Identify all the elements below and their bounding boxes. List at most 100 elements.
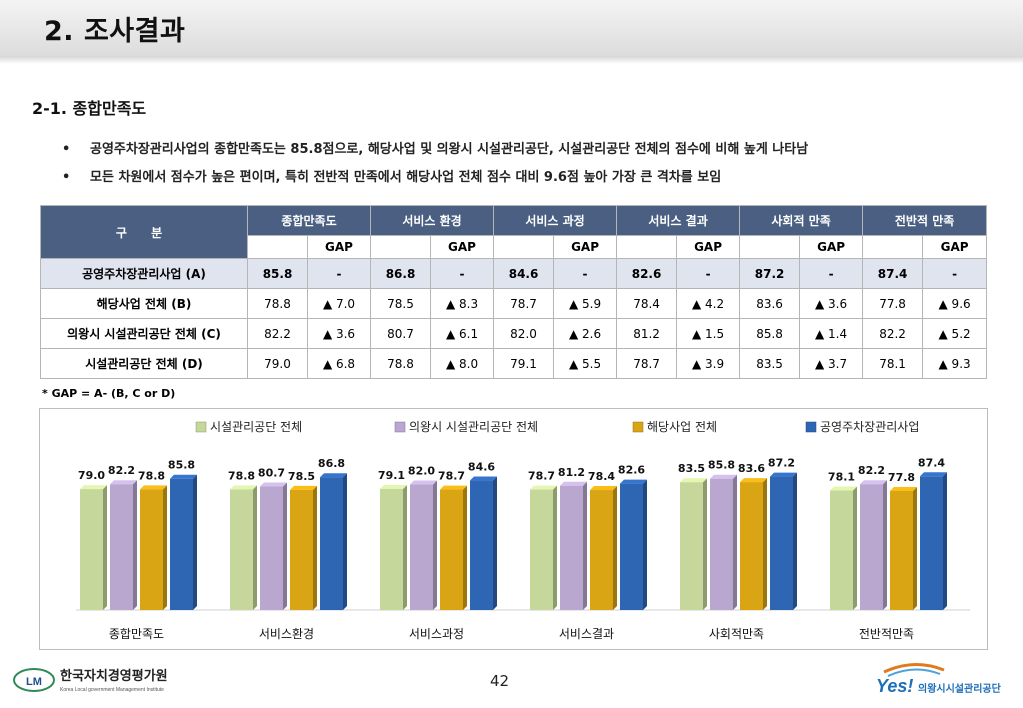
score-cell: 78.7 [493,288,555,319]
bar-top [620,479,647,484]
bar-top [830,486,857,491]
row-label: 공영주차장관리사업 (A) [40,258,248,289]
bar-top [440,485,467,490]
data-label: 87.4 [918,456,945,469]
data-label: 78.7 [438,470,465,483]
bar-top [470,476,497,481]
gap-cell: ▲ 3.6 [799,288,864,319]
gap-cell: ▲ 1.4 [799,318,864,349]
legend-swatch [805,421,817,433]
data-label: 82.2 [108,464,135,477]
bar [260,486,283,610]
data-label: 78.8 [138,469,165,482]
score-cell: 78.7 [616,348,678,379]
gap-cell: ▲ 6.8 [306,348,372,379]
gap-cell: ▲ 8.3 [430,288,495,319]
bar-side [733,474,737,610]
bar-top [740,478,767,483]
legend-label: 의왕시 시설관리공단 전체 [409,420,538,434]
bar-side [283,482,287,610]
score-subheader [247,235,308,259]
score-cell: 82.2 [862,318,924,349]
data-label: 83.6 [738,462,765,475]
page-title: 2. 조사결과 [44,16,186,47]
score-cell: 83.5 [739,348,801,379]
gap-subheader: GAP [799,235,864,259]
row-label: 시설관리공단 전체 (D) [40,348,248,379]
bar [590,490,613,610]
bar [560,485,583,610]
section-title: 2-1. 종합만족도 [32,99,147,118]
bar-top [110,480,137,485]
bar [410,484,433,610]
gap-cell: ▲ 3.9 [676,348,741,379]
bar [470,480,493,610]
legend-swatch [394,421,406,433]
bar-side [253,485,257,610]
bar [170,478,193,610]
score-cell: 78.4 [616,288,678,319]
bar-top [770,472,797,477]
bar [710,478,733,610]
score-subheader [616,235,678,259]
score-cell: 87.4 [862,258,924,289]
header-shadow [0,56,1023,64]
category-label: 종합만족도 [109,627,164,641]
bar-side [703,478,707,610]
bullet-item: 공영주차장관리사업의 종합만족도는 85.8점으로, 해당사업 및 의왕시 시설… [62,136,1002,164]
gap-cell: ▲ 2.6 [553,318,618,349]
bar-side [343,473,347,610]
data-label: 78.7 [528,470,555,483]
bar [320,477,343,610]
bar-side [313,485,317,610]
column-header: 서비스 환경 [370,205,495,236]
row-label: 해당사업 전체 (B) [40,288,248,319]
bar-side [553,485,557,610]
gap-subheader: GAP [553,235,618,259]
score-subheader [862,235,924,259]
data-label: 87.2 [768,457,795,470]
kilmi-logo: LM 한국자치경영평가원 Korea Local government Mana… [12,666,192,696]
gap-cell: - [306,258,372,289]
score-cell: 78.5 [370,288,432,319]
gap-cell: ▲ 9.6 [922,288,988,319]
table-row: 해당사업 전체 (B) 78.8 ▲ 7.0 78.5 ▲ 8.3 78.7 ▲ 5.9 78… [40,288,988,319]
gap-note: * GAP = A- (B, C or D) [42,387,176,400]
bar-top [80,485,107,490]
legend-label: 해당사업 전체 [647,420,717,434]
score-cell: 84.6 [493,258,555,289]
gap-cell: - [430,258,495,289]
bar-top [560,481,587,486]
data-label: 83.5 [678,462,705,475]
bar-side [193,474,197,610]
bar-side [133,480,137,610]
bar-side [763,478,767,610]
data-label: 82.6 [618,464,645,477]
bar [770,476,793,610]
bar [890,490,913,610]
score-subheader [493,235,555,259]
category-label: 서비스과정 [409,627,464,641]
bar-top [920,472,947,477]
gap-cell: ▲ 5.9 [553,288,618,319]
gap-subheader: GAP [430,235,495,259]
bar [230,489,253,610]
score-cell: 80.7 [370,318,432,349]
table-body: 공영주차장관리사업 (A) 85.8-86.8-84.6-82.6-87.2-87… [40,258,988,379]
bar-top [320,473,347,478]
bar-chart-svg: 시설관리공단 전체 의왕시 시설관리공단 전체 해당사업 전체 공영주차장관리사업 79… [76,420,970,641]
bar [620,483,643,610]
bar-top [170,474,197,479]
legend-label: 공영주차장관리사업 [820,420,919,434]
gap-cell: ▲ 1.5 [676,318,741,349]
legend-swatch [195,421,207,433]
results-table: 구 분 종합만족도 서비스 환경 서비스 과정 서비스 결과 사회적 만족 전반… [40,205,988,379]
bullet-item: 모든 차원에서 점수가 높은 편이며, 특히 전반적 만족에서 해당사업 전체 … [62,164,1002,192]
bar-top [260,482,287,487]
bar-side [943,472,947,610]
gap-cell: ▲ 9.3 [922,348,988,379]
bar-side [403,484,407,610]
bar [380,488,403,610]
bar-side [913,486,917,610]
data-label: 81.2 [558,466,585,479]
